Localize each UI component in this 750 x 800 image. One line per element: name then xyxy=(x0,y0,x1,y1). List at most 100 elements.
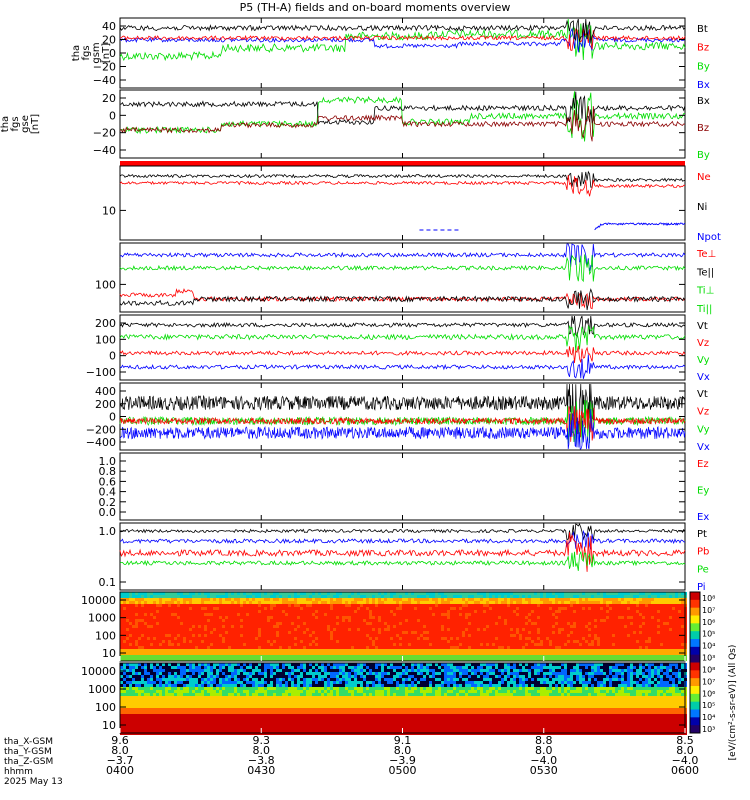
spectro-cell xyxy=(399,601,402,604)
spectro-cell xyxy=(348,640,351,643)
spectro-cell xyxy=(138,705,141,708)
spectro-cell xyxy=(285,625,288,628)
spectro-cell xyxy=(222,631,225,634)
spectro-cell xyxy=(177,705,180,708)
spectro-cell xyxy=(138,601,141,604)
spectro-cell xyxy=(141,666,144,669)
spectro-cell xyxy=(603,610,606,613)
spectro-cell xyxy=(228,640,231,643)
spectro-cell xyxy=(207,628,210,631)
spectro-cell xyxy=(651,652,654,655)
spectro-cell xyxy=(375,619,378,622)
spectro-cell xyxy=(132,643,135,646)
spectro-cell xyxy=(222,613,225,616)
spectro-cell xyxy=(510,613,513,616)
spectro-cell xyxy=(147,690,150,693)
spectro-cell xyxy=(501,628,504,631)
spectro-cell xyxy=(612,631,615,634)
spectro-cell xyxy=(198,622,201,625)
spectro-cell xyxy=(396,619,399,622)
spectro-cell xyxy=(279,622,282,625)
spectro-cell xyxy=(645,637,648,640)
spectro-cell xyxy=(186,598,189,601)
spectro-cell xyxy=(660,622,663,625)
spectro-cell xyxy=(156,711,159,714)
spectro-cell xyxy=(141,663,144,666)
spectro-cell xyxy=(663,637,666,640)
spectro-cell xyxy=(162,672,165,675)
spectro-cell xyxy=(453,607,456,610)
spectro-cell xyxy=(504,658,507,661)
spectro-cell xyxy=(375,628,378,631)
spectro-cell xyxy=(315,592,318,595)
spectro-cell xyxy=(510,643,513,646)
spectro-cell xyxy=(282,646,285,649)
spectro-cell xyxy=(270,613,273,616)
spectro-cell xyxy=(228,658,231,661)
spectro-cell xyxy=(498,619,501,622)
spectro-cell xyxy=(606,595,609,598)
spectro-cell xyxy=(423,613,426,616)
spectro-cell xyxy=(321,601,324,604)
spectro-cell xyxy=(654,616,657,619)
spectro-cell xyxy=(645,643,648,646)
spectro-cell xyxy=(501,592,504,595)
spectro-cell xyxy=(384,607,387,610)
spectro-cell xyxy=(291,631,294,634)
spectro-cell xyxy=(657,592,660,595)
spectro-cell xyxy=(525,601,528,604)
spectro-cell xyxy=(120,625,123,628)
spectro-cell xyxy=(669,619,672,622)
spectro-cell xyxy=(141,652,144,655)
spectro-cell xyxy=(483,592,486,595)
spectro-cell xyxy=(333,607,336,610)
spectro-cell xyxy=(621,652,624,655)
spectro-cell xyxy=(513,652,516,655)
spectro-cell xyxy=(255,646,258,649)
spectro-cell xyxy=(237,628,240,631)
spectro-cell xyxy=(222,655,225,658)
spectro-cell xyxy=(138,592,141,595)
spectro-cell xyxy=(120,595,123,598)
spectro-cell xyxy=(420,643,423,646)
spectro-cell xyxy=(207,592,210,595)
spectro-cell xyxy=(438,595,441,598)
spectro-cell xyxy=(399,634,402,637)
spectro-cell xyxy=(648,634,651,637)
spectro-cell xyxy=(456,628,459,631)
spectro-cell xyxy=(390,646,393,649)
spectro-cell xyxy=(345,601,348,604)
spectro-cell xyxy=(507,637,510,640)
spectro-cell xyxy=(675,643,678,646)
spectro-cell xyxy=(177,666,180,669)
spectro-cell xyxy=(663,616,666,619)
spectro-cell xyxy=(633,625,636,628)
spectro-cell xyxy=(654,607,657,610)
spectro-cell xyxy=(507,622,510,625)
spectro-cell xyxy=(615,649,618,652)
spectro-cell xyxy=(498,607,501,610)
spectro-cell xyxy=(561,592,564,595)
spectro-cell xyxy=(432,619,435,622)
spectro-cell xyxy=(453,619,456,622)
spectro-cell xyxy=(330,613,333,616)
spectro-cell xyxy=(645,628,648,631)
spectro-cell xyxy=(483,625,486,628)
spectro-cell xyxy=(537,610,540,613)
spectro-cell xyxy=(138,669,141,672)
spectro-cell xyxy=(252,649,255,652)
spectro-cell xyxy=(555,619,558,622)
spectro-cell xyxy=(237,610,240,613)
spectro-cell xyxy=(243,607,246,610)
spectro-cell xyxy=(363,640,366,643)
spectro-cell xyxy=(552,625,555,628)
spectro-cell xyxy=(597,610,600,613)
spectro-cell xyxy=(468,604,471,607)
spectro-cell xyxy=(579,652,582,655)
spectro-cell xyxy=(375,598,378,601)
spectro-cell xyxy=(612,622,615,625)
spectro-cell xyxy=(525,637,528,640)
spectro-cell xyxy=(579,655,582,658)
spectro-cell xyxy=(567,646,570,649)
spectro-cell xyxy=(660,658,663,661)
